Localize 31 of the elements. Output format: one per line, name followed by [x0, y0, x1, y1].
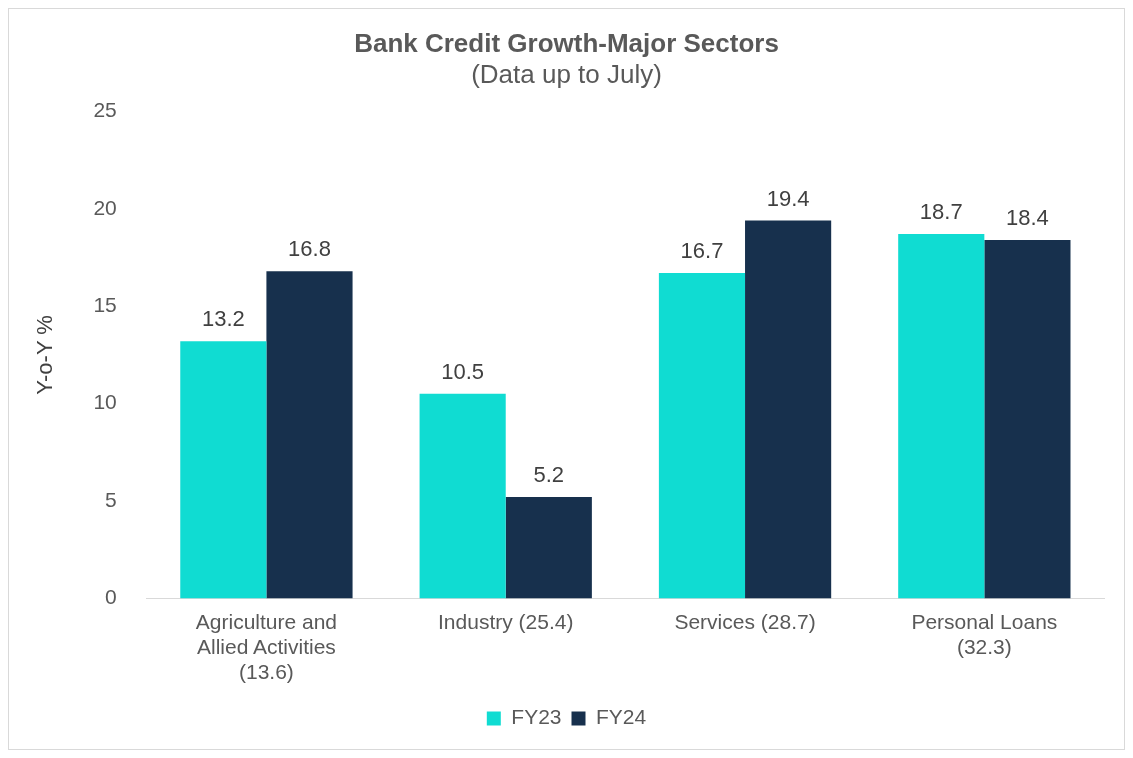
- bar: [266, 271, 353, 599]
- y-tick-label: 5: [105, 487, 117, 511]
- legend-label: FY23: [511, 705, 562, 729]
- data-label: 18.7: [919, 199, 963, 225]
- data-label: 16.7: [680, 238, 724, 264]
- data-label: 18.4: [1006, 205, 1049, 231]
- chart-subtitle: (Data up to July): [471, 58, 662, 89]
- y-tick-label: 20: [93, 195, 117, 219]
- chart-title: Bank Credit Growth-Major Sectors: [354, 27, 779, 58]
- bar: [745, 220, 832, 599]
- bar: [984, 239, 1071, 599]
- bar: [658, 273, 746, 599]
- bar: [898, 234, 985, 599]
- data-label: 16.8: [288, 236, 331, 262]
- data-label: 19.4: [766, 185, 810, 211]
- y-tick-label: 25: [93, 98, 117, 122]
- data-label: 13.2: [201, 306, 245, 332]
- data-label: 5.2: [533, 462, 565, 488]
- y-tick-label: 10: [93, 390, 117, 414]
- legend-label: FY24: [596, 705, 647, 729]
- bar: [180, 341, 267, 599]
- y-axis-title: Y-o-Y %: [32, 315, 58, 395]
- x-tick-label: Services (28.7): [674, 609, 816, 633]
- x-tick-label: Personal Loans (32.3): [911, 609, 1058, 658]
- y-tick-label: 0: [105, 585, 117, 609]
- bar: [505, 497, 592, 599]
- x-tick-label: Industry (25.4): [438, 609, 574, 633]
- y-tick-label: 15: [93, 293, 117, 316]
- x-tick-label: Agriculture and Allied Activities (13.6): [195, 609, 338, 684]
- data-label: 10.5: [441, 358, 485, 384]
- bar: [419, 393, 506, 599]
